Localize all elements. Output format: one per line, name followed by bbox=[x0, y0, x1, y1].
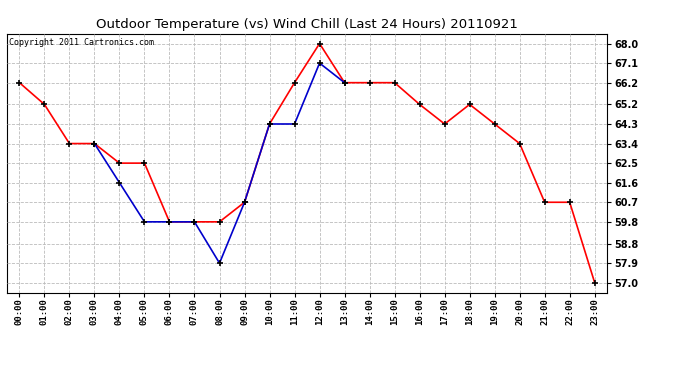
Title: Outdoor Temperature (vs) Wind Chill (Last 24 Hours) 20110921: Outdoor Temperature (vs) Wind Chill (Las… bbox=[96, 18, 518, 31]
Text: Copyright 2011 Cartronics.com: Copyright 2011 Cartronics.com bbox=[9, 38, 154, 46]
